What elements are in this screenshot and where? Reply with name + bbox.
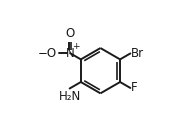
Text: F: F (131, 81, 137, 94)
Text: H₂N: H₂N (59, 90, 81, 103)
Text: O: O (65, 27, 75, 40)
Text: N: N (66, 47, 74, 60)
Text: +: + (73, 42, 80, 51)
Text: −O: −O (38, 47, 57, 60)
Text: Br: Br (131, 47, 144, 60)
